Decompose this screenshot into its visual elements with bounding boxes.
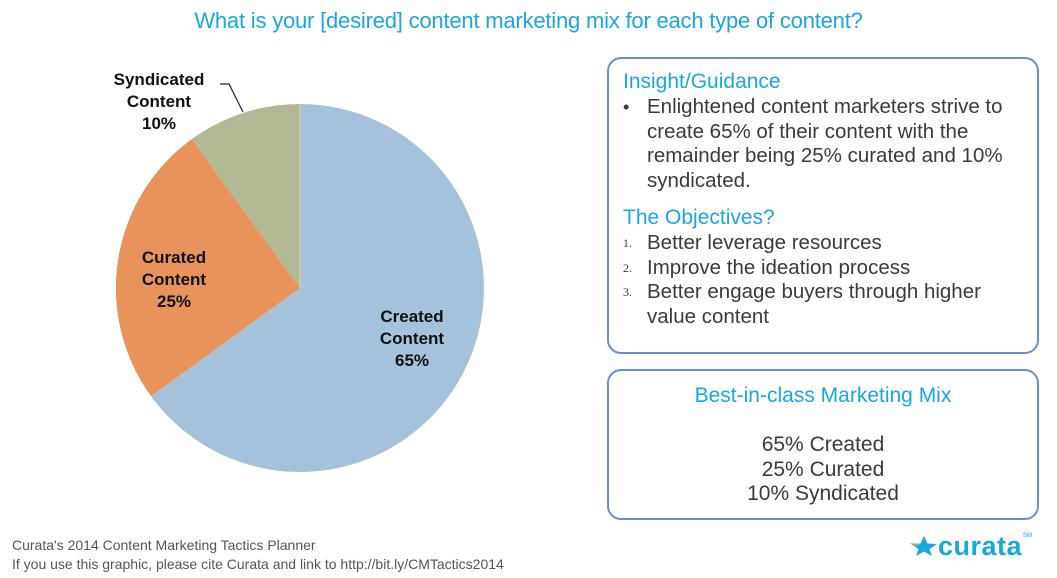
objective-text: Improve the ideation process	[647, 255, 911, 279]
objectives-heading: The Objectives?	[623, 206, 775, 229]
objective-item: 1. Better leverage resources	[623, 231, 1023, 256]
objective-item: 3. Better engage buyers through higher v…	[623, 280, 1023, 329]
curata-logo: curata SM	[910, 532, 1032, 560]
star-icon	[910, 536, 937, 556]
chart-title: What is your [desired] content marketing…	[194, 8, 863, 33]
pie-chart: Syndicated Content 10% Curated Content 2…	[0, 0, 560, 520]
label-curated: Curated Content 25%	[141, 248, 207, 311]
mix-heading: Best-in-class Marketing Mix	[694, 384, 952, 407]
objective-number: 1.	[623, 236, 632, 250]
objective-number: 2.	[623, 260, 632, 275]
insight-heading: Insight/Guidance	[623, 70, 781, 93]
pie-slice-curated	[115, 139, 300, 397]
pie-svg	[115, 83, 484, 472]
mix-line-created: 65% Created	[761, 433, 885, 456]
objective-number: 3.	[623, 285, 632, 299]
syndicated-leader-line	[220, 83, 244, 113]
footer-cite-note: If you use this graphic, please cite Cur…	[12, 556, 504, 572]
logo-text: curata	[938, 531, 1023, 561]
mix-line-curated: 25% Curated	[761, 457, 885, 481]
logo-servicemark: SM	[1023, 533, 1033, 539]
footer-citation: Curata's 2014 Content Marketing Tactics …	[12, 536, 504, 574]
objective-text: Better leverage resources	[647, 231, 882, 254]
mix-line-syndicated: 10% Syndicated	[747, 482, 899, 505]
insight-bullet-text: Enlightened content marketers strive to …	[647, 95, 1003, 192]
pie-slice-created	[151, 104, 484, 472]
mix-lines: 65% Created 25% Curated 10% Syndicated	[609, 433, 1037, 507]
pie-slice-syndicated	[191, 103, 300, 289]
label-syndicated: Syndicated Content 10%	[113, 70, 205, 133]
marketing-mix-box: Best-in-class Marketing Mix 65% Created …	[607, 369, 1039, 520]
objective-text: Better engage buyers through higher valu…	[647, 280, 981, 328]
objective-item: 2. Improve the ideation process	[623, 256, 1023, 281]
footer-source: Curata's 2014 Content Marketing Tactics …	[12, 537, 316, 553]
insight-bullet: • Enlightened content marketers strive t…	[623, 95, 1023, 193]
insight-box: Insight/Guidance • Enlightened content m…	[607, 57, 1039, 354]
bullet-icon: •	[623, 97, 630, 117]
label-created: Created Content 65%	[379, 307, 445, 370]
